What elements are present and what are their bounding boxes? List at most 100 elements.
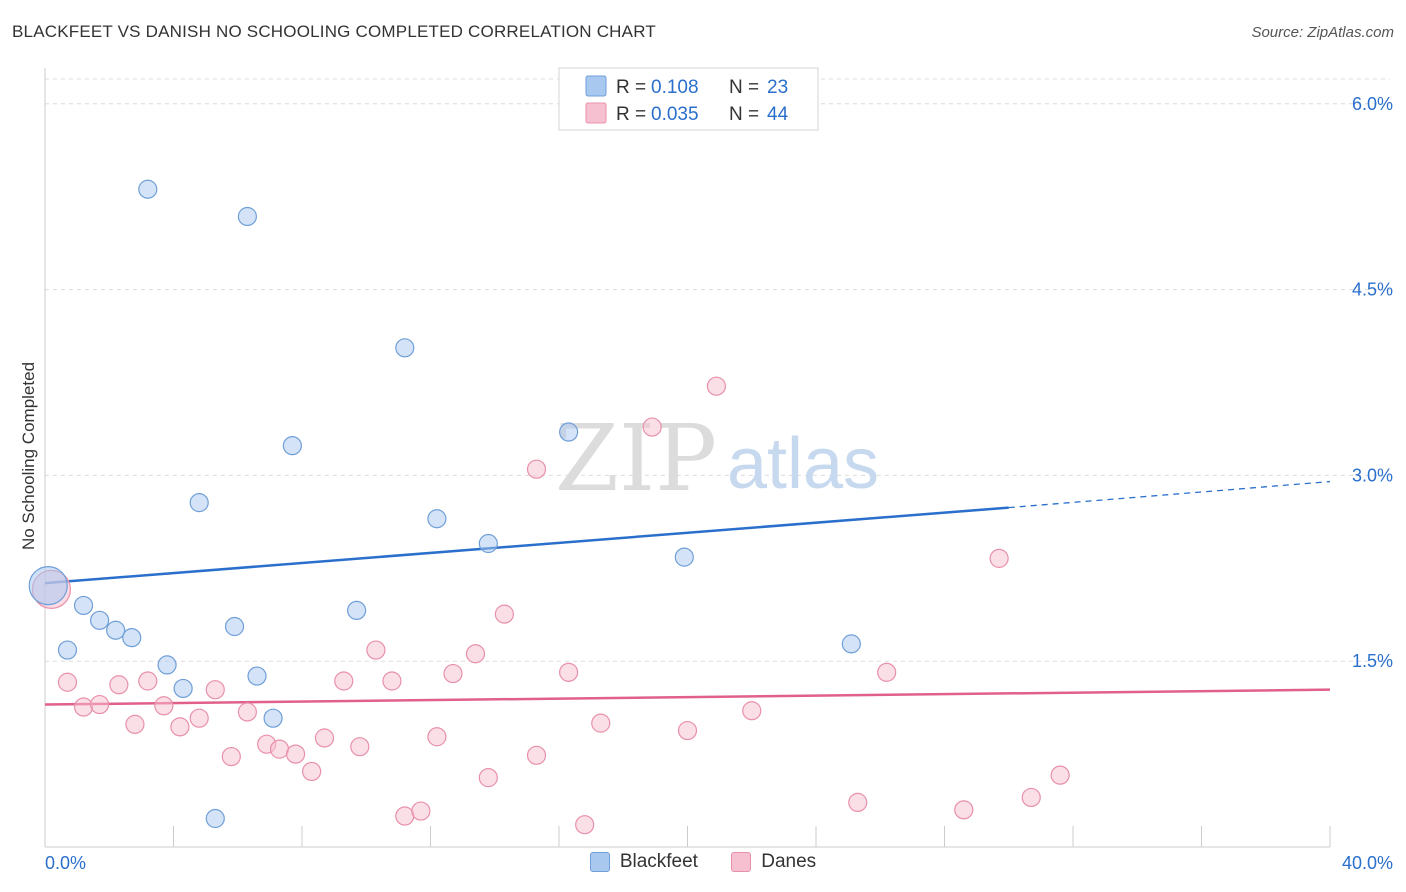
blackfeet-point	[189, 493, 209, 513]
danes-point	[154, 696, 174, 716]
stats-legend: R = 0.108 N = 23 R = 0.035 N = 44	[558, 67, 819, 131]
blackfeet-point	[173, 678, 193, 699]
danes-point	[526, 745, 547, 765]
danes-swatch	[731, 852, 752, 872]
danes-point	[314, 728, 335, 748]
danes-point	[350, 737, 370, 757]
danes-point	[706, 376, 727, 396]
chart-title: BLACKFEET VS DANISH NO SCHOOLING COMPLET…	[12, 22, 656, 41]
danes-point	[877, 662, 897, 682]
blackfeet-point	[841, 634, 861, 654]
legend-label-blackfeet: Blackfeet	[619, 851, 698, 872]
danes-n-value: 44	[767, 104, 789, 125]
danes-point	[642, 417, 662, 437]
watermark-atlas: atlas	[727, 424, 879, 504]
blackfeet-point	[157, 655, 177, 675]
series-legend: Blackfeet Danes	[0, 851, 1406, 878]
blackfeet-point	[138, 179, 158, 199]
danes-point	[189, 708, 209, 728]
danes-point	[411, 801, 431, 821]
danes-trend-line	[44, 688, 1331, 706]
source-label: Source: ZipAtlas.com	[1251, 24, 1394, 41]
danes-point	[57, 672, 78, 692]
danes-point	[382, 671, 402, 691]
blackfeet-point	[395, 338, 415, 358]
blackfeet-point	[224, 616, 245, 637]
blackfeet-point	[90, 610, 110, 630]
blackfeet-point	[122, 628, 142, 648]
danes-point	[302, 761, 322, 782]
blackfeet-trend-line	[44, 506, 1009, 585]
danes-point	[237, 702, 257, 722]
legend-item-danes[interactable]: Danes	[731, 851, 816, 873]
y-axis-label: No Schooling Completed	[19, 362, 38, 550]
trend-lines	[44, 480, 1331, 706]
danes-point	[1050, 765, 1070, 785]
danes-point	[366, 640, 386, 660]
y-tick-label: 6.0%	[1352, 94, 1393, 114]
danes-point	[285, 744, 306, 764]
danes-point	[138, 671, 158, 691]
blackfeet-point	[478, 533, 498, 554]
danes-point	[443, 663, 463, 684]
blackfeet-r-label: R =	[616, 77, 646, 98]
blackfeet-point	[559, 422, 579, 442]
data-points	[28, 179, 1070, 835]
danes-point	[478, 768, 498, 788]
blackfeet-point	[73, 595, 94, 616]
danes-point	[90, 694, 110, 715]
axes	[44, 68, 1331, 848]
danes-point	[559, 662, 579, 682]
danes-n-label: N =	[729, 104, 759, 125]
danes-point	[848, 792, 868, 813]
danes-point	[494, 604, 514, 624]
blackfeet-point	[263, 708, 283, 728]
danes-point	[205, 680, 225, 700]
blackfeet-trend-extension	[1008, 480, 1331, 509]
danes-point	[125, 714, 145, 734]
danes-point	[1021, 787, 1041, 808]
tick-labels: 1.5% 3.0% 4.5% 6.0% 0.0% 40.0%	[45, 94, 1393, 873]
danes-point	[465, 644, 486, 664]
danes-point	[170, 717, 190, 737]
x-tick-label: 0.0%	[45, 853, 86, 873]
blackfeet-n-value: 23	[767, 77, 788, 98]
danes-point	[109, 675, 129, 695]
watermark: ZIP atlas	[555, 405, 879, 512]
danes-r-label: R =	[616, 104, 646, 125]
legend-item-blackfeet[interactable]: Blackfeet	[589, 851, 698, 873]
blackfeet-point	[205, 808, 225, 829]
y-tick-label: 4.5%	[1352, 280, 1393, 300]
blackfeet-point	[247, 666, 267, 686]
blackfeet-point	[57, 640, 78, 660]
blackfeet-point	[282, 436, 302, 456]
blackfeet-r-value: 0.108	[651, 77, 699, 98]
legend-label-danes: Danes	[761, 851, 817, 872]
danes-r-value: 0.035	[651, 104, 699, 125]
danes-point	[334, 671, 354, 691]
y-tick-label: 3.0%	[1352, 465, 1393, 485]
blackfeet-point	[674, 547, 694, 567]
danes-legend-swatch	[585, 102, 607, 124]
danes-point	[269, 739, 290, 759]
blackfeet-point	[106, 620, 126, 640]
blackfeet-n-label: N =	[729, 77, 759, 98]
danes-point	[989, 548, 1009, 568]
danes-point	[395, 806, 415, 826]
blackfeet-swatch	[589, 852, 610, 872]
watermark-zip: ZIP	[555, 405, 717, 512]
danes-point	[591, 713, 611, 733]
blackfeet-legend-swatch	[585, 75, 607, 97]
blackfeet-point	[427, 509, 447, 529]
danes-point	[742, 701, 762, 721]
danes-point	[526, 459, 547, 479]
blackfeet-point	[28, 566, 68, 606]
danes-point	[221, 746, 241, 767]
danes-point	[427, 727, 447, 747]
danes-point	[677, 720, 698, 741]
danes-point	[73, 697, 94, 717]
danes-point	[575, 815, 595, 835]
blackfeet-point	[237, 206, 257, 227]
grid-lines	[45, 78, 1390, 662]
